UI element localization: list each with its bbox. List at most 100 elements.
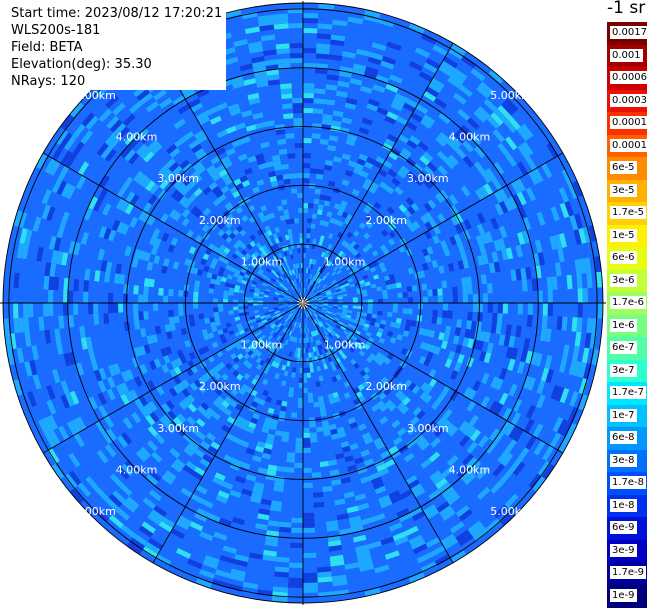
ppi-cell: [288, 582, 303, 588]
ppi-cell: [331, 574, 347, 582]
ppi-cell: [149, 183, 160, 195]
ppi-cell: [325, 290, 331, 294]
ppi-cell: [322, 114, 333, 121]
ppi-cell: [522, 217, 532, 231]
ppi-cell: [493, 190, 504, 204]
ppi-cell: [44, 432, 57, 448]
ppi-cell: [193, 379, 202, 388]
ppi-cell: [288, 299, 294, 301]
ppi-cell: [303, 527, 315, 533]
ppi-cell: [505, 439, 517, 453]
ppi-cell: [486, 342, 494, 354]
ppi-cell: [280, 257, 285, 263]
ppi-cell: [168, 288, 174, 297]
ppi-cell: [282, 173, 290, 180]
ppi-cell: [305, 288, 307, 294]
ppi-cell: [231, 253, 239, 260]
ppi-cell: [432, 234, 440, 244]
ppi-cell: [313, 313, 318, 318]
ppi-cell: [327, 305, 333, 308]
ppi-cell: [332, 579, 348, 587]
ppi-cell: [233, 38, 248, 47]
ppi-cell: [523, 338, 531, 351]
ppi-cell: [246, 362, 253, 370]
ppi-cell: [285, 271, 290, 277]
ppi-cell: [224, 201, 233, 210]
ppi-cell: [265, 438, 274, 445]
ppi-cell: [432, 288, 438, 297]
ppi-cell: [271, 360, 277, 367]
ppi-cell: [147, 215, 156, 226]
ppi-cell: [206, 432, 216, 442]
ppi-cell: [306, 337, 310, 343]
ppi-cell: [303, 582, 318, 588]
ppi-cell: [466, 441, 478, 454]
ppi-cell: [145, 542, 161, 555]
nrays-label: NRays: 120: [11, 73, 88, 90]
ppi-cell: [239, 175, 249, 183]
ppi-cell: [284, 339, 289, 345]
ppi-cell: [456, 128, 470, 141]
colorbar-label: 1e-6: [610, 318, 637, 332]
ppi-cell: [374, 564, 390, 574]
ppi-cell: [310, 308, 316, 313]
ppi-cell: [495, 323, 502, 335]
ppi-cell: [276, 174, 284, 181]
ppi-cell: [106, 376, 116, 389]
ppi-cell: [367, 540, 382, 550]
ppi-cell: [223, 247, 231, 254]
ppi-cell: [277, 205, 284, 212]
ppi-cell: [261, 282, 268, 287]
ppi-cell: [292, 326, 296, 332]
ppi-cell: [135, 143, 148, 156]
ppi-cell: [234, 249, 241, 256]
ppi-cell: [294, 143, 303, 149]
ppi-cell: [333, 589, 350, 597]
ppi-cell: [473, 109, 487, 123]
ppi-cell: [68, 290, 74, 303]
ppi-cell: [223, 294, 229, 300]
ppi-cell: [253, 295, 259, 299]
ppi-cell: [160, 213, 169, 223]
ppi-cell: [369, 266, 377, 273]
ppi-cell: [239, 63, 254, 72]
ppi-cell: [214, 569, 231, 579]
ppi-cell: [385, 83, 399, 93]
ppi-cell: [467, 285, 473, 295]
ppi-cell: [558, 436, 571, 453]
ppi-cell: [383, 387, 392, 396]
ppi-cell: [207, 332, 215, 339]
ppi-cell: [197, 347, 205, 356]
ppi-cell: [349, 270, 355, 276]
ppi-cell: [283, 328, 288, 334]
ppi-cell: [296, 263, 300, 269]
ppi-cell: [334, 498, 346, 506]
ppi-cell: [123, 284, 129, 294]
ppi-cell: [478, 244, 487, 256]
ppi-cell: [316, 271, 321, 277]
ppi-cell: [313, 330, 318, 336]
ppi-cell: [358, 222, 366, 230]
ppi-cell: [270, 505, 282, 512]
ppi-cell: [372, 513, 386, 522]
ppi-cell: [325, 352, 331, 358]
ppi-cell: [336, 290, 342, 294]
ppi-cell: [303, 248, 306, 254]
ppi-cell: [294, 263, 298, 269]
ppi-cell: [463, 219, 472, 230]
start-time-label: Start time: 2023/08/12 17:20:21: [11, 5, 225, 22]
ppi-cell: [314, 88, 326, 95]
ppi-cell: [197, 152, 208, 162]
ppi-cell: [257, 467, 268, 475]
ppi-cell: [402, 330, 410, 337]
ppi-cell: [272, 13, 289, 20]
ppi-cell: [200, 258, 208, 266]
ppi-cell: [197, 376, 206, 385]
ppi-cell: [402, 292, 408, 298]
ppi-cell: [219, 555, 235, 564]
ppi-cell: [507, 358, 516, 371]
ppi-cell: [318, 349, 323, 356]
ppi-cell: [326, 211, 333, 218]
ppi-cell: [325, 346, 331, 352]
ppi-cell: [541, 163, 553, 179]
